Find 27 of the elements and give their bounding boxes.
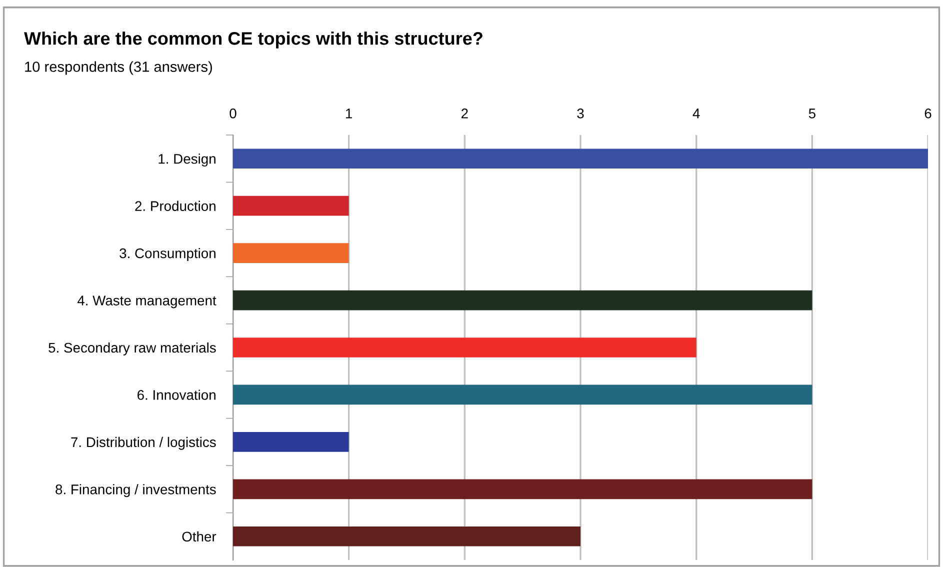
x-tick-label: 0 (230, 108, 236, 118)
bar (233, 338, 696, 358)
y-tick-label: 2. Production (135, 200, 216, 212)
bar (233, 479, 812, 500)
y-tick-label: Other (182, 531, 216, 542)
bar (233, 290, 812, 310)
y-tick-label: 8. Financing / investments (56, 484, 216, 498)
y-tick-label: 7. Distribution / logistics (71, 436, 216, 450)
bar (233, 243, 349, 263)
bar (233, 432, 349, 452)
x-tick-label: 2 (462, 108, 468, 118)
x-tick-label: 3 (577, 108, 584, 118)
y-tick-label: 3. Consumption (120, 248, 216, 261)
bar (233, 526, 580, 546)
bar (233, 196, 349, 216)
bar (233, 148, 928, 169)
x-tick-label: 4 (692, 108, 700, 118)
y-tick-label: 1. Design (158, 154, 216, 167)
y-tick-label: 5. Secondary raw materials (48, 342, 216, 356)
x-tick-label: 6 (924, 108, 932, 118)
chart-title: Which are the common CE topics with this structure? (24, 32, 482, 48)
x-tick-label: 5 (808, 108, 816, 118)
chart-subtitle: 10 respondents (31 answers) (25, 61, 212, 75)
y-tick-label: 4. Waste management (77, 296, 216, 308)
y-tick-label: 6. Innovation (138, 390, 216, 400)
bar (233, 384, 812, 405)
x-tick-label: 1 (346, 108, 352, 118)
